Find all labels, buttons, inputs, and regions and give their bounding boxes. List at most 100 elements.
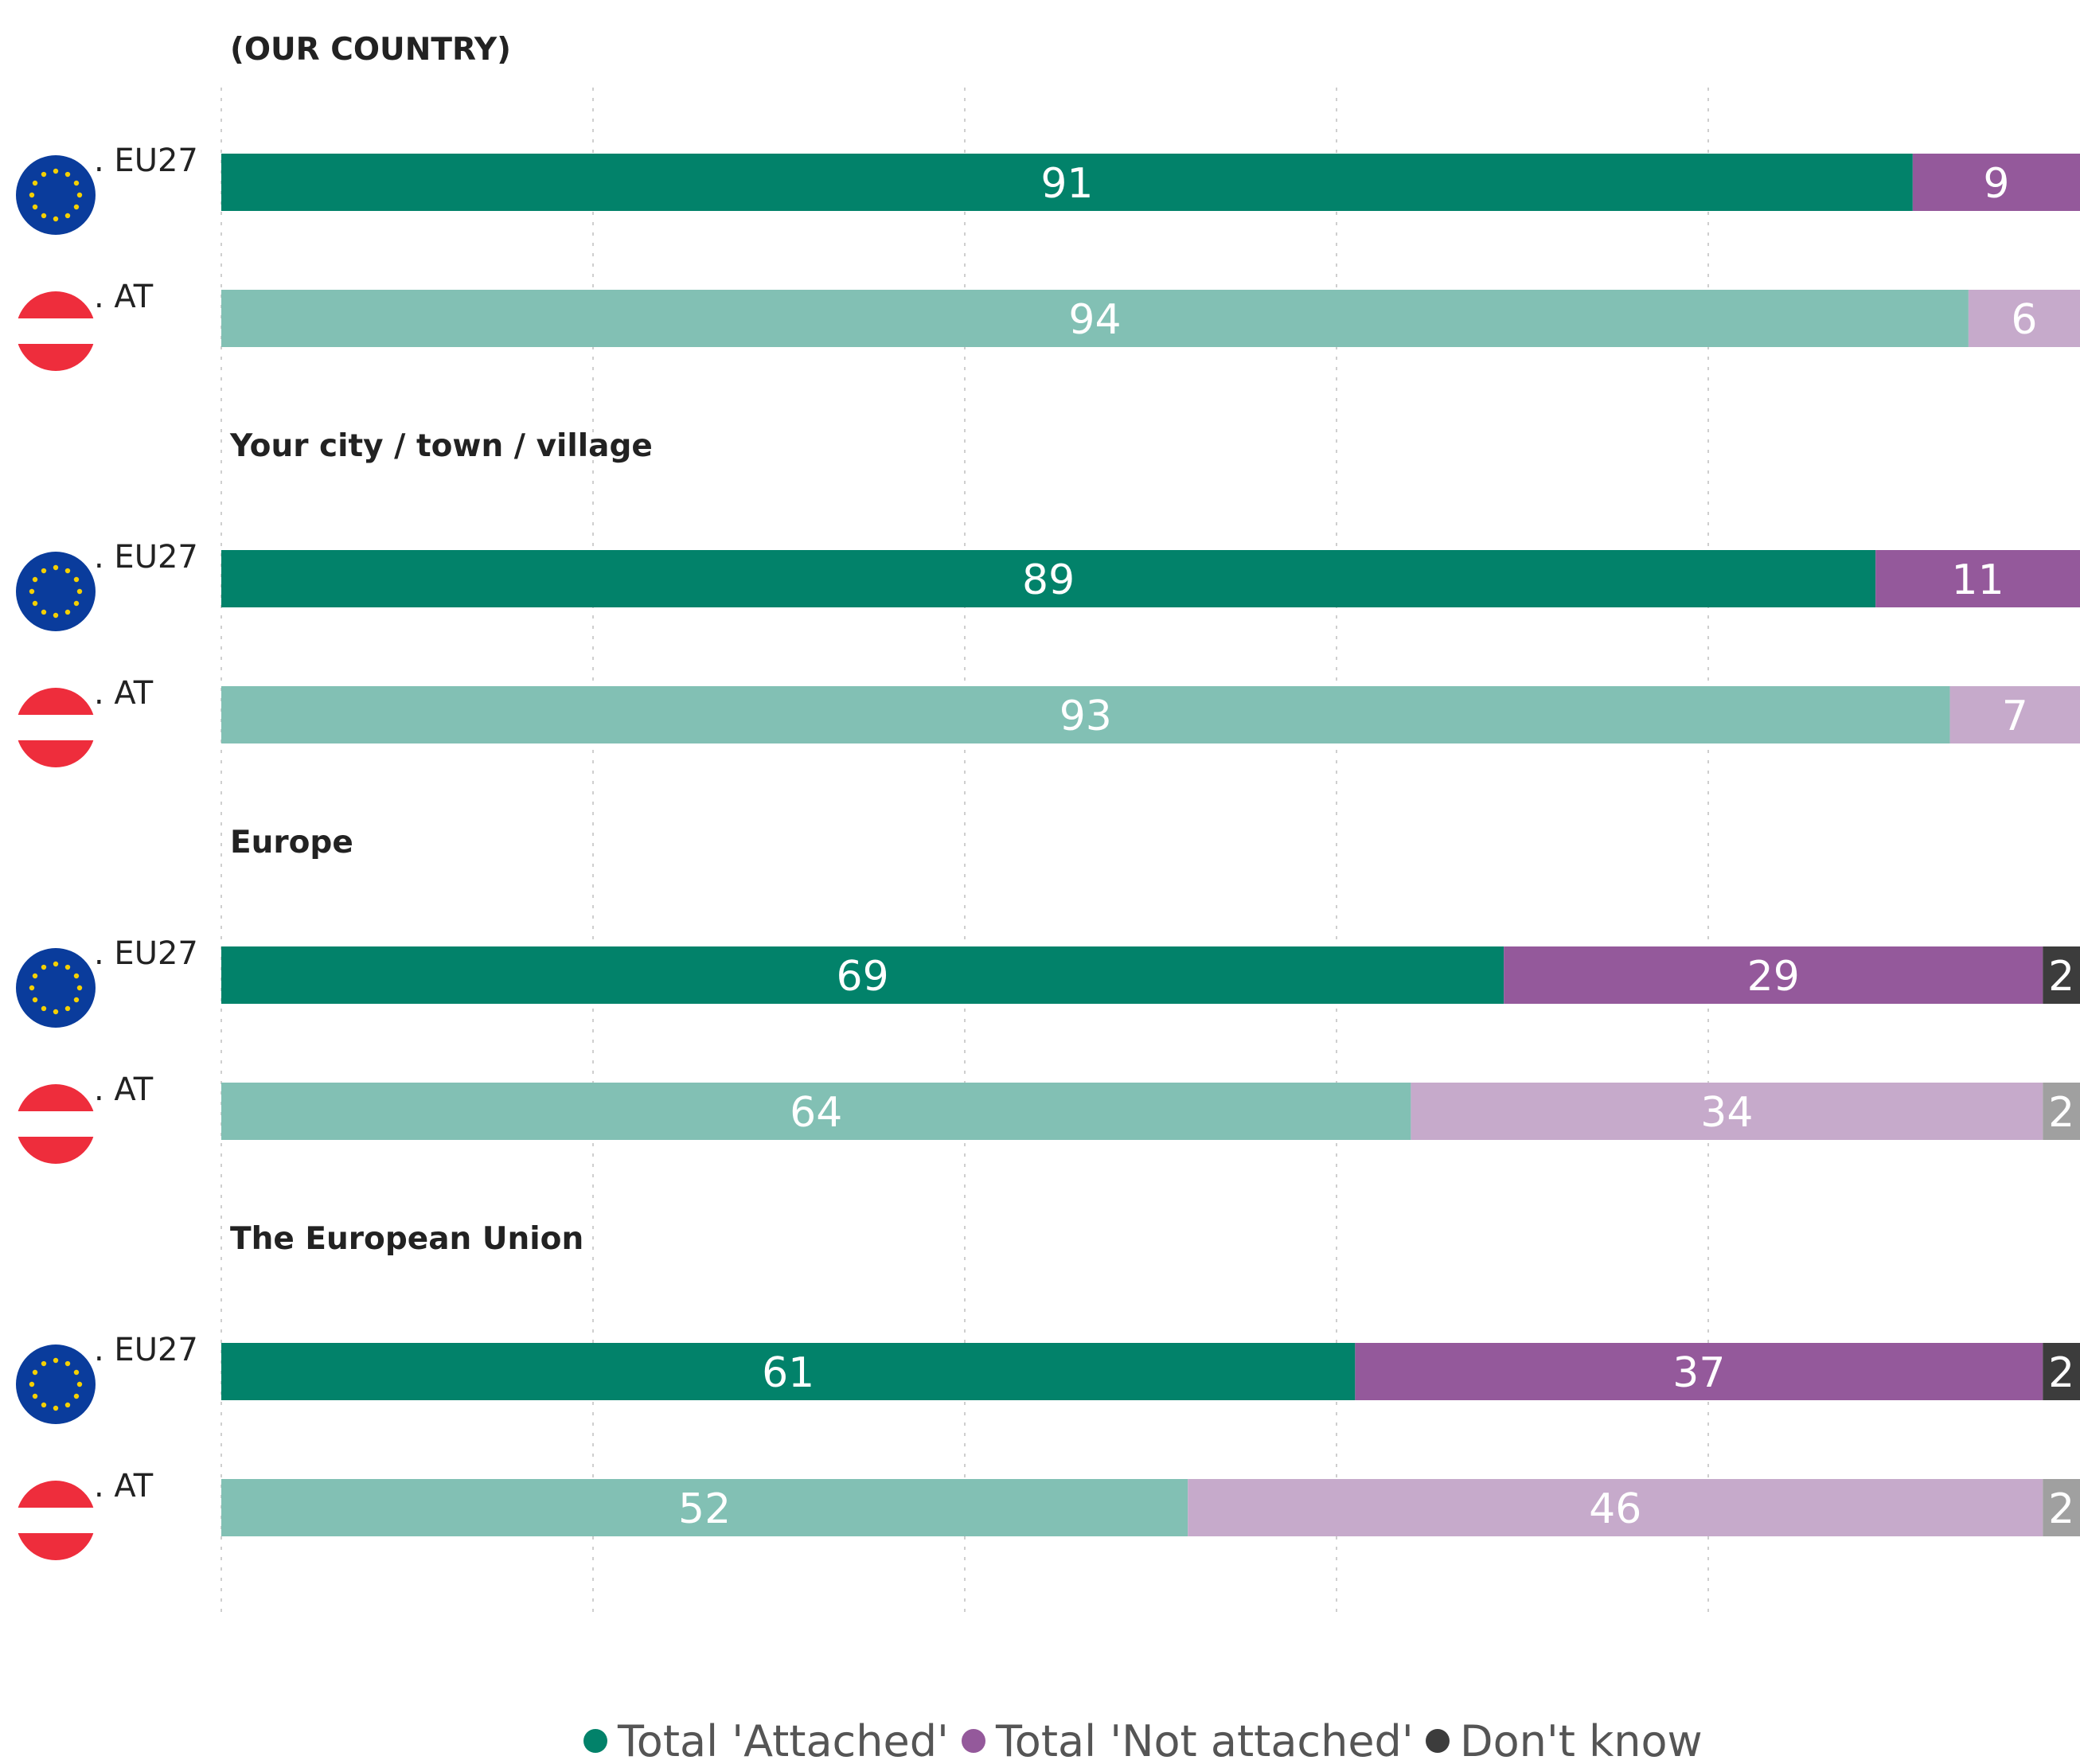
bar-segment — [1411, 1083, 2043, 1140]
bar-segment — [221, 1343, 1356, 1400]
austria-flag-icon — [16, 688, 96, 767]
eu-flag-star — [64, 964, 71, 970]
eu-flag-star — [32, 204, 38, 210]
eu-flag-star — [29, 192, 35, 198]
eu-flag-background — [16, 155, 96, 235]
data-label: 11 — [1951, 556, 2004, 604]
row-label: . AT — [94, 1071, 154, 1108]
row-label: . EU27 — [94, 539, 198, 576]
data-label: 89 — [1022, 556, 1075, 604]
row-label: . EU27 — [94, 935, 198, 972]
data-label: 34 — [1700, 1089, 1753, 1137]
group-title: (OUR COUNTRY) — [230, 32, 511, 68]
eu-flag-star — [73, 204, 80, 210]
eu-flag-star — [41, 964, 47, 970]
data-label: 61 — [762, 1349, 814, 1397]
eu-flag-star — [41, 213, 47, 219]
eu-flag-star — [64, 213, 71, 219]
data-label: 29 — [1747, 953, 1800, 1001]
eu-flag-star — [73, 600, 80, 607]
data-label: 2 — [2048, 1485, 2074, 1533]
bar-segment — [1875, 550, 2080, 607]
group-title: The European Union — [230, 1221, 583, 1257]
data-label: 6 — [2011, 296, 2037, 344]
austria-flag-stripe — [16, 291, 96, 318]
eu-flag-star — [76, 1381, 83, 1387]
austria-flag-stripe — [16, 715, 96, 740]
eu-flag-star — [32, 1393, 38, 1399]
legend-marker — [583, 1729, 607, 1753]
eu-flag-star — [53, 1009, 59, 1015]
eu-flag-star — [41, 171, 47, 178]
row-label: . AT — [94, 279, 154, 315]
bar-segment — [2043, 1083, 2080, 1140]
bar-segment — [1188, 1479, 2043, 1536]
legend-label: Don't know — [1460, 1716, 1703, 1764]
bar-segment — [221, 1479, 1188, 1536]
data-label: 2 — [2048, 1349, 2074, 1397]
austria-flag-icon — [16, 1084, 96, 1164]
eu-flag-star — [64, 1402, 71, 1408]
bar-segment — [1968, 290, 2080, 347]
group-title: Your city / town / village — [229, 428, 653, 464]
eu-flag-star — [41, 568, 47, 574]
austria-flag-icon — [16, 291, 96, 371]
eu-flag-star — [53, 216, 59, 222]
austria-flag-stripe — [16, 688, 96, 715]
eu-flag-star — [32, 997, 38, 1003]
data-label: 94 — [1068, 296, 1121, 344]
eu-flag-star — [73, 1369, 80, 1376]
eu-flag-background — [16, 1344, 96, 1424]
bar-segment — [2043, 1479, 2080, 1536]
eu-flag-icon — [16, 1344, 96, 1424]
austria-flag-stripe — [16, 318, 96, 344]
eu-flag-star — [64, 171, 71, 178]
bar-segment — [2043, 1343, 2080, 1400]
eu-flag-star — [32, 180, 38, 186]
group-title: Europe — [230, 825, 353, 861]
bar-segment — [221, 290, 1969, 347]
bar-segment — [1355, 1343, 2043, 1400]
eu-flag-star — [53, 1357, 59, 1364]
eu-flag-star — [64, 568, 71, 574]
austria-flag-stripe — [16, 1481, 96, 1508]
data-label: 46 — [1589, 1485, 1641, 1533]
legend-marker — [1426, 1729, 1450, 1753]
data-label: 2 — [2048, 1089, 2074, 1137]
data-label: 9 — [1983, 160, 2009, 208]
row-label: . EU27 — [94, 142, 198, 179]
eu-flag-icon — [16, 155, 96, 235]
eu-flag-star — [76, 192, 83, 198]
eu-flag-star — [41, 1402, 47, 1408]
austria-flag-stripe — [16, 1137, 96, 1164]
legend-label: Total 'Not attached' — [995, 1716, 1414, 1764]
austria-flag-stripe — [16, 1111, 96, 1137]
austria-flag-icon — [16, 1481, 96, 1560]
austria-flag-stripe — [16, 344, 96, 371]
eu-flag-star — [53, 168, 59, 174]
bar-segment — [221, 1083, 1411, 1140]
eu-flag-star — [64, 1005, 71, 1012]
bar-segment — [221, 686, 1950, 743]
data-label: 7 — [2002, 693, 2028, 740]
bar-segment — [1504, 946, 2043, 1004]
eu-flag-star — [73, 576, 80, 583]
bar-segment — [1949, 686, 2080, 743]
data-label: 37 — [1672, 1349, 1725, 1397]
data-label: 52 — [678, 1485, 731, 1533]
bar-segment — [221, 550, 1876, 607]
eu-flag-star — [64, 1360, 71, 1367]
eu-flag-star — [53, 1405, 59, 1411]
eu-flag-star — [53, 564, 59, 571]
eu-flag-star — [53, 612, 59, 619]
legend-marker — [962, 1729, 985, 1753]
bar-segment — [221, 946, 1504, 1004]
legend-label: Total 'Attached' — [617, 1716, 949, 1764]
eu-flag-star — [41, 1360, 47, 1367]
legend: Total 'Attached' Total 'Not attached' Don'… — [583, 1716, 1703, 1764]
eu-flag-star — [64, 609, 71, 615]
eu-flag-star — [76, 985, 83, 991]
eu-flag-star — [41, 1005, 47, 1012]
eu-flag-star — [29, 1381, 35, 1387]
